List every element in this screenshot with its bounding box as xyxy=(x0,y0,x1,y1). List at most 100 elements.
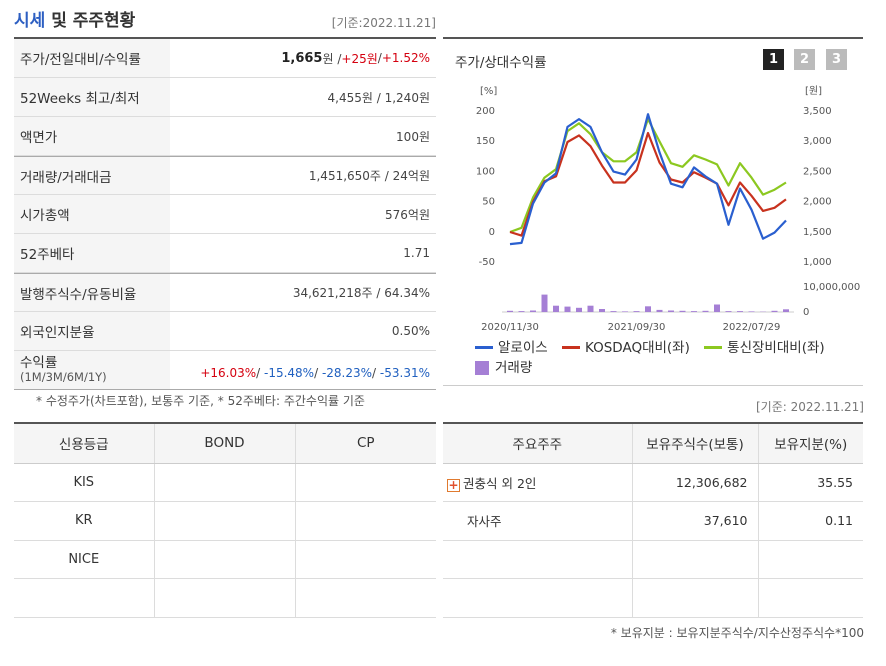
volume-bar xyxy=(576,307,582,312)
volume-bar xyxy=(679,310,686,312)
line-swatch xyxy=(561,346,580,349)
left-tick-label: -50 xyxy=(479,257,495,268)
chart-panel: 주가/상대수익률 1 2 3 [%] [원] 200 150 100 50 0 -50 3,50… xyxy=(443,37,863,386)
bond-cell xyxy=(153,578,295,618)
credit-rating-table: 신용등급 BOND CP KIS KR NICE xyxy=(14,422,436,618)
volume-bar xyxy=(633,311,640,312)
agency-cell: NICE xyxy=(14,540,154,579)
footnote: * 수정주가(차트포함), 보통주 기준, * 52주베타: 주간수익률 기준 xyxy=(36,394,365,408)
row-value: 34,621,218주 / 64.34% xyxy=(292,286,430,300)
left-tick-label: 0 xyxy=(489,227,495,238)
returns-row: 수익률 (1M/3M/6M/1Y) +16.03% / -15.48% / -28.2… xyxy=(14,351,436,390)
volume-bar xyxy=(553,305,559,312)
legend-item: 알로이스 xyxy=(475,338,548,358)
row-label: 거래량/거래대금 xyxy=(14,157,170,194)
row-value: 1,451,650주 / 24억원 xyxy=(308,169,430,183)
info-row: 52Weeks 최고/최저 4,455원 / 1,240원 xyxy=(14,78,436,117)
row-label: 액면가 xyxy=(14,117,170,155)
table-row: KR xyxy=(14,501,436,541)
table-header-row: 주요주주 보유주식수(보통) 보유지분(%) xyxy=(443,423,863,464)
empty-cell xyxy=(631,578,758,618)
volume-bar xyxy=(714,304,720,312)
volume-bar xyxy=(541,294,548,312)
column-header: BOND xyxy=(153,423,295,464)
legend-item: 통신장비대비(좌) xyxy=(704,338,825,358)
column-header: 보유지분(%) xyxy=(757,423,863,464)
pct-cell: 35.55 xyxy=(757,463,863,502)
volume-bar xyxy=(599,309,605,312)
holders-base-date: [기준: 2022.11.21] xyxy=(755,400,864,414)
row-label: 주가/전일대비/수익률 xyxy=(14,39,170,77)
left-tick-label: 100 xyxy=(476,166,495,177)
volume-bar xyxy=(691,311,697,312)
table-row xyxy=(443,540,863,579)
chart-page-3-button[interactable]: 3 xyxy=(826,49,847,70)
volume-bar xyxy=(622,311,628,312)
info-row: 발행주식수/유동비율 34,621,218주 / 64.34% xyxy=(14,273,436,312)
row-value: 100원 xyxy=(396,129,430,144)
row-value: 4,455원 / 1,240원 xyxy=(327,90,430,105)
chart-page-2-button[interactable]: 2 xyxy=(794,49,815,70)
empty-cell xyxy=(757,578,863,618)
table-row: KIS xyxy=(14,463,436,502)
holder-name-cell[interactable]: + 권충식 외 2인 xyxy=(443,463,632,502)
info-row: 시가총액 576억원 xyxy=(14,195,436,234)
row-label: 52Weeks 최고/최저 xyxy=(14,78,170,116)
cp-cell xyxy=(294,463,436,502)
empty-cell xyxy=(631,540,758,579)
row-value: 576억원 xyxy=(385,207,430,222)
volume-bar xyxy=(737,311,743,312)
line-swatch xyxy=(475,346,493,349)
table-row xyxy=(14,578,436,618)
volume-tick-label: 0 xyxy=(803,307,809,318)
volume-bar xyxy=(518,311,525,312)
column-header: 주요주주 xyxy=(443,423,632,464)
shares-cell: 12,306,682 xyxy=(631,463,758,502)
volume-bar xyxy=(507,310,513,312)
bond-cell xyxy=(153,540,295,579)
shares-cell: 37,610 xyxy=(631,501,758,541)
volume-bar xyxy=(668,310,674,312)
chart-page-1-button[interactable]: 1 xyxy=(763,49,784,70)
volume-bar xyxy=(656,309,663,312)
bar-swatch xyxy=(475,360,489,375)
column-header: CP xyxy=(294,423,436,464)
x-tick-label: 2020/11/30 xyxy=(481,322,539,333)
volume-bar xyxy=(702,310,709,312)
right-tick-label: 3,500 xyxy=(803,106,832,117)
expand-plus-icon[interactable]: + xyxy=(447,477,460,492)
empty-cell xyxy=(757,540,863,579)
left-tick-label: 150 xyxy=(476,136,495,147)
right-tick-label: 1,500 xyxy=(803,227,832,238)
right-tick-label: 2,500 xyxy=(803,166,832,177)
volume-bar xyxy=(587,305,594,312)
bond-cell xyxy=(153,463,295,502)
chart-title: 주가/상대수익률 xyxy=(455,55,547,71)
holder-name-cell: 자사주 xyxy=(443,501,632,541)
volume-bar xyxy=(564,306,571,312)
volume-bar xyxy=(610,311,617,312)
left-axis-unit: [%] xyxy=(480,86,497,97)
price-info-table: 주가/전일대비/수익률 1,665 원 / +25원 / +1.52% 52Wee… xyxy=(14,37,436,390)
line-swatch xyxy=(704,346,723,349)
table-row: 자사주 37,610 0.11 xyxy=(443,501,863,541)
series-line-1 xyxy=(509,131,787,237)
returns-value: +16.03% / -15.48% / -28.23% / -53.31% xyxy=(200,366,430,380)
column-header: 보유주식수(보통) xyxy=(631,423,758,464)
bond-cell xyxy=(153,501,295,541)
row-label: 52주베타 xyxy=(14,234,170,272)
volume-bar xyxy=(530,310,536,312)
major-shareholders-table: 주요주주 보유주식수(보통) 보유지분(%) + 권충식 외 2인 12,306,… xyxy=(443,422,863,618)
volume-bar xyxy=(748,311,755,312)
row-value: 0.50% xyxy=(391,324,430,338)
volume-tick-label: 10,000,000 xyxy=(803,282,860,293)
section-title: 시세 및 주주현황 xyxy=(14,11,136,31)
info-row: 액면가 100원 xyxy=(14,117,436,156)
volume-bar xyxy=(645,306,651,312)
right-tick-label: 1,000 xyxy=(803,257,832,268)
row-value: 1.71 xyxy=(403,246,430,260)
table-row: NICE xyxy=(14,540,436,579)
legend-item: KOSDAQ대비(좌) xyxy=(561,338,690,358)
stock-chart: [%] [원] 200 150 100 50 0 -50 3,500 3,000 2,500 2,00… xyxy=(476,85,860,333)
base-date: [기준:2022.11.21] xyxy=(331,16,436,30)
